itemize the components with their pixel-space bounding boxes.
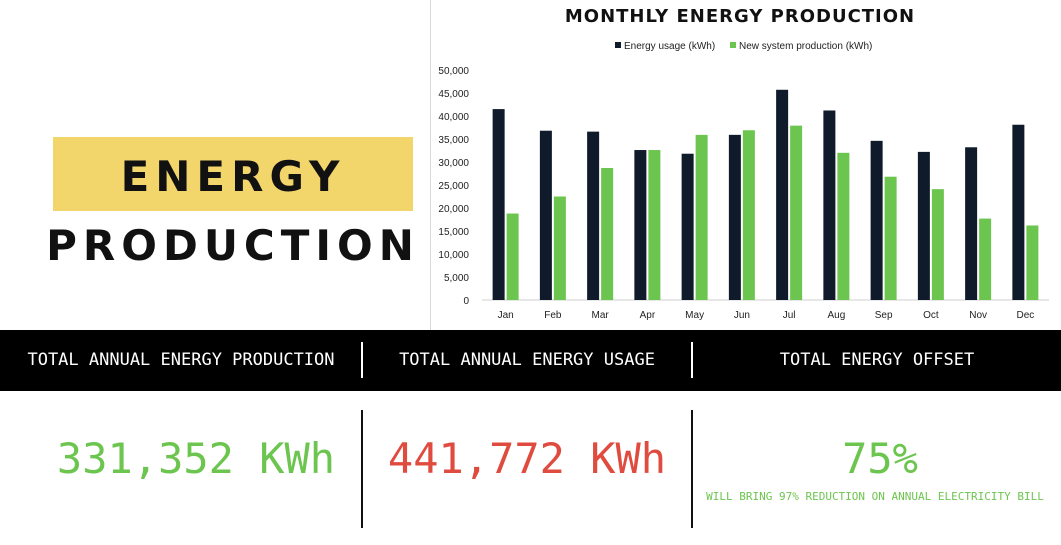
x-tick-label: Oct — [923, 310, 939, 321]
bar-energy-usage — [870, 140, 883, 300]
x-tick-label: Jul — [783, 310, 796, 321]
x-axis: Jan Feb Mar Apr May Jun Jul Aug Sep Oct Nov Dec — [498, 310, 1035, 321]
y-axis: 0 5,000 10,000 15,000 20,000 25,000 30,000 35,0… — [438, 66, 1049, 307]
value-separator — [691, 410, 693, 528]
bar-system-production — [979, 218, 992, 300]
x-tick-label: Jan — [498, 310, 514, 321]
x-tick-label: Nov — [969, 310, 987, 321]
chart-legend: Energy usage (kWh) New system production … — [615, 41, 872, 52]
legend-label: New system production (kWh) — [739, 41, 872, 52]
bar-energy-usage — [492, 109, 505, 300]
bar-energy-usage — [728, 134, 741, 300]
bar-system-production — [506, 213, 519, 300]
chart-title: MONTHLY ENERGY PRODUCTION — [565, 6, 915, 27]
bar-system-production — [553, 196, 566, 300]
heading-panel: ENERGY PRODUCTION — [0, 0, 430, 330]
offset-value: 75% — [842, 434, 918, 483]
bar-energy-usage — [776, 89, 789, 300]
heading-line-1: ENERGY — [120, 152, 346, 201]
x-tick-label: Mar — [592, 310, 610, 321]
bar-system-production — [648, 150, 661, 300]
bar-system-production — [931, 189, 944, 300]
bar-system-production — [742, 130, 755, 300]
bar-system-production — [1026, 225, 1039, 300]
offset-label: TOTAL ENERGY OFFSET — [779, 350, 975, 370]
legend-label: Energy usage (kWh) — [624, 41, 715, 52]
y-tick-label: 10,000 — [438, 250, 469, 261]
bar-energy-usage — [917, 151, 930, 300]
panel-divider — [430, 0, 431, 330]
bar-system-production — [695, 134, 708, 300]
x-tick-label: Feb — [544, 310, 562, 321]
bar-energy-usage — [587, 131, 600, 300]
offset-note: WILL BRING 97% REDUCTION ON ANNUAL ELECT… — [706, 490, 1044, 503]
stats-header-band: TOTAL ANNUAL ENERGY PRODUCTION TOTAL ANN… — [0, 330, 1061, 391]
bar-system-production — [837, 152, 850, 300]
y-tick-label: 20,000 — [438, 204, 469, 215]
x-tick-label: Dec — [1016, 310, 1034, 321]
header-separator — [691, 342, 693, 378]
y-tick-label: 45,000 — [438, 89, 469, 100]
y-tick-label: 30,000 — [438, 158, 469, 169]
y-tick-label: 15,000 — [438, 227, 469, 238]
bar-energy-usage — [539, 130, 552, 300]
bar-energy-usage — [823, 110, 836, 300]
y-tick-label: 25,000 — [438, 181, 469, 192]
heading-highlight — [53, 137, 413, 211]
x-tick-label: Jun — [734, 310, 750, 321]
bar-system-production — [884, 176, 897, 300]
bar-chart: MONTHLY ENERGY PRODUCTION Energy usage (… — [438, 6, 1049, 321]
x-tick-label: May — [685, 310, 704, 321]
y-tick-label: 50,000 — [438, 66, 469, 77]
header-separator — [361, 342, 363, 378]
production-label: TOTAL ANNUAL ENERGY PRODUCTION — [27, 350, 335, 370]
x-tick-label: Sep — [875, 310, 893, 321]
usage-value: 441,772 KWh — [387, 434, 667, 483]
y-tick-label: 5,000 — [444, 273, 469, 284]
x-tick-label: Aug — [827, 310, 845, 321]
bar-system-production — [790, 125, 803, 300]
bar-energy-usage — [965, 147, 978, 300]
bar-system-production — [601, 167, 614, 300]
bar-energy-usage — [634, 150, 647, 300]
legend-swatch — [730, 42, 736, 48]
bars-group — [492, 89, 1039, 301]
legend-swatch — [615, 42, 621, 48]
chart-container: MONTHLY ENERGY PRODUCTION Energy usage (… — [432, 0, 1061, 330]
production-value: 331,352 KWh — [56, 434, 336, 483]
x-tick-label: Apr — [640, 310, 656, 321]
bar-energy-usage — [681, 153, 694, 300]
bar-energy-usage — [1012, 124, 1025, 301]
y-tick-label: 40,000 — [438, 112, 469, 123]
heading-line-2: PRODUCTION — [46, 221, 420, 270]
y-tick-label: 0 — [463, 296, 469, 307]
value-separator — [361, 410, 363, 528]
y-tick-label: 35,000 — [438, 135, 469, 146]
usage-label: TOTAL ANNUAL ENERGY USAGE — [399, 350, 655, 370]
